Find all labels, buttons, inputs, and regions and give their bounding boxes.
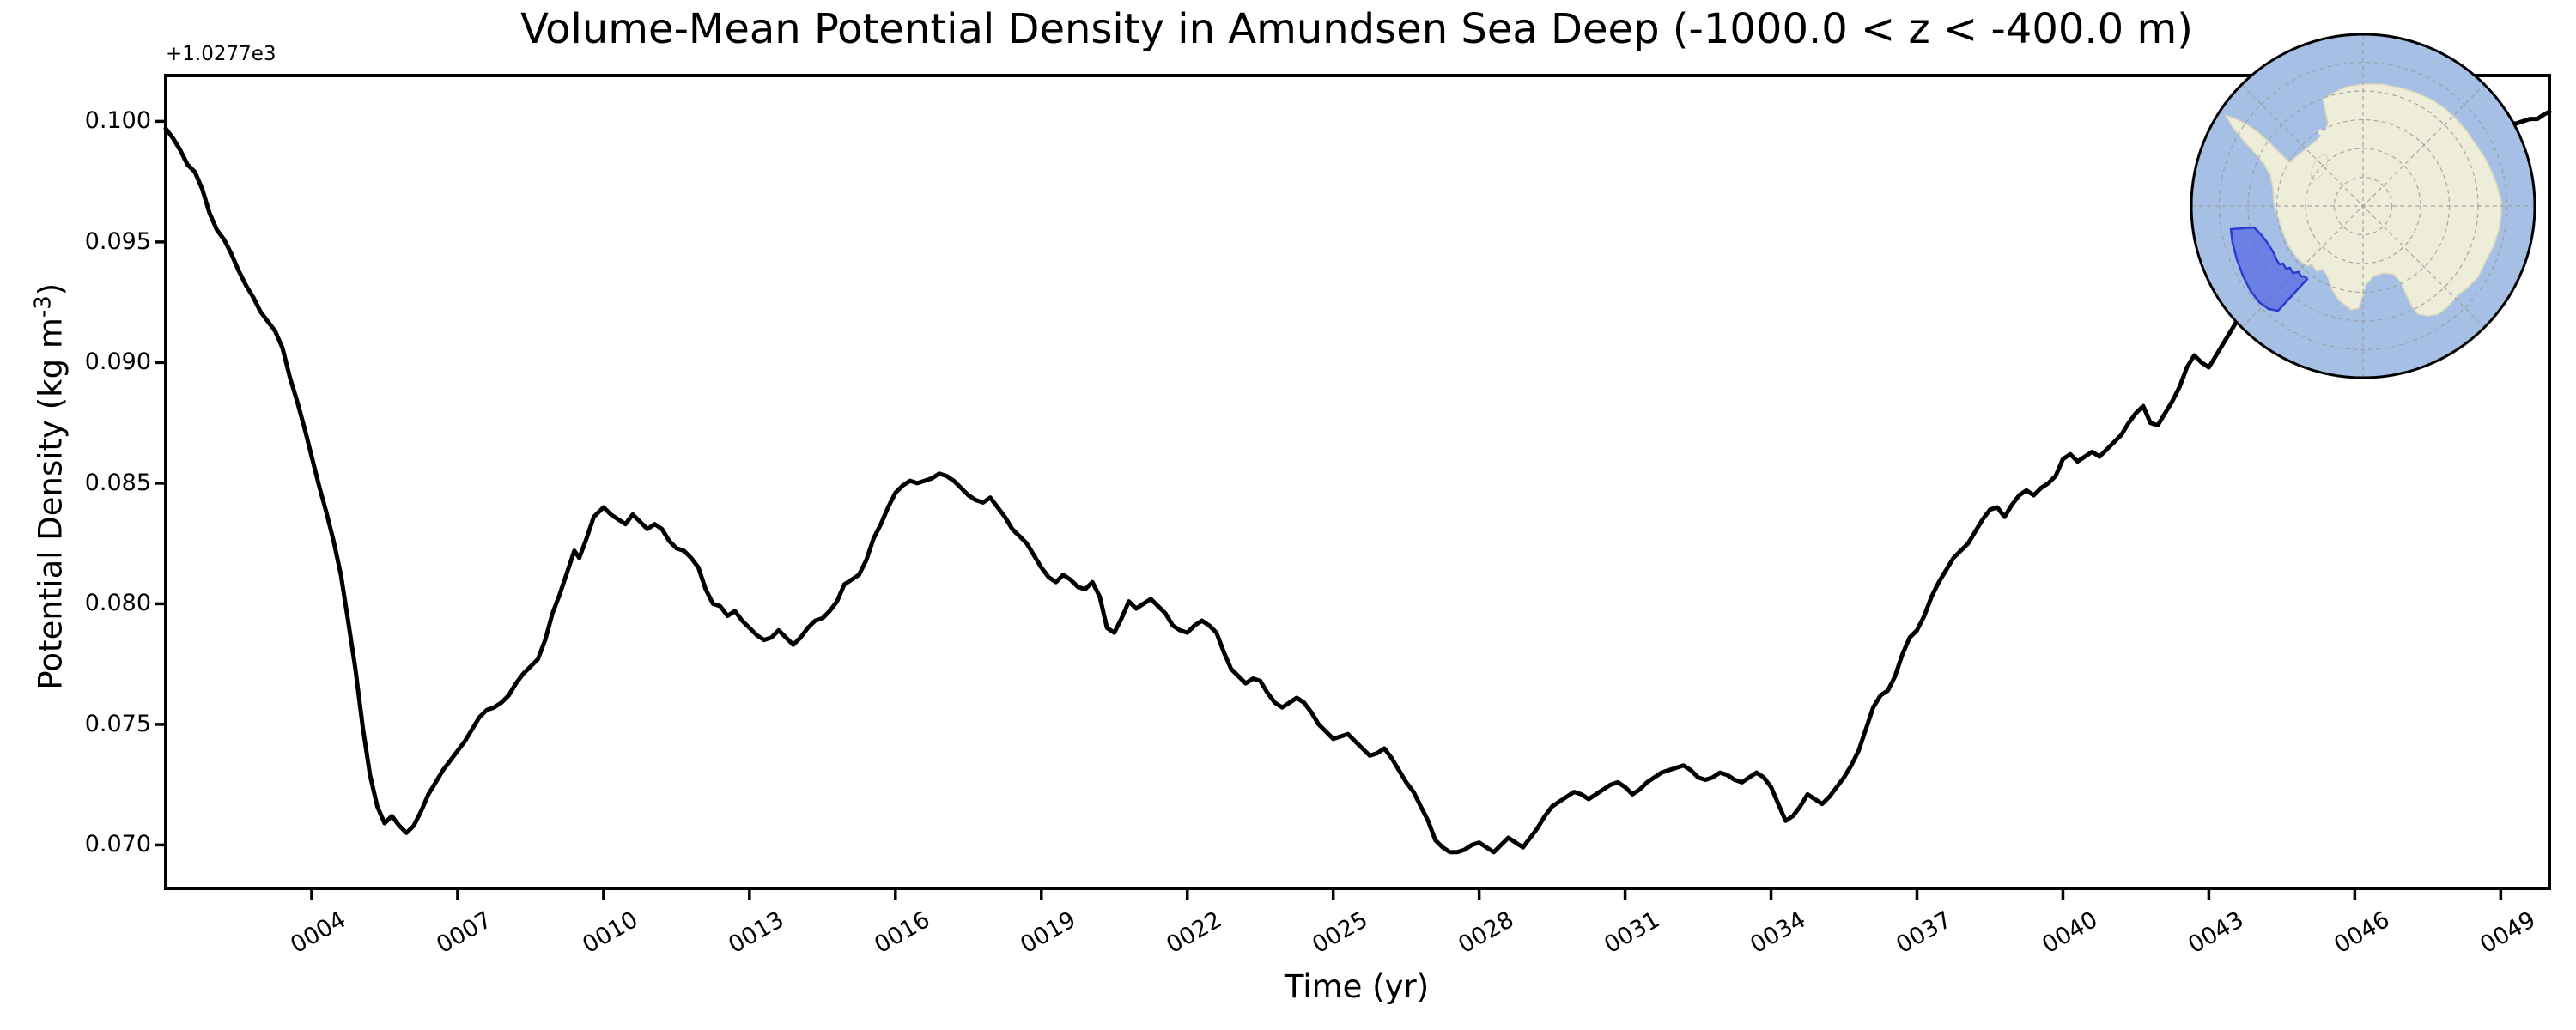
y-tick-label: 0.070 (84, 831, 151, 858)
y-axis-offset-text: +1.0277e3 (166, 43, 276, 65)
y-tick-label: 0.095 (84, 227, 151, 255)
amundsen-sea-highlight-region (2229, 226, 2309, 312)
graticule (2191, 34, 2535, 378)
tick-marks (155, 119, 2503, 900)
y-tick-label: 0.085 (84, 469, 151, 496)
y-tick-label: 0.100 (84, 107, 151, 135)
coastal-island (2318, 129, 2324, 136)
y-tick-label: 0.080 (84, 590, 151, 617)
axes-spines (164, 74, 2551, 890)
alexander-island (2310, 154, 2329, 181)
map-boundary-circle (2190, 33, 2536, 379)
coastal-island (2342, 262, 2351, 270)
density-time-series-line (163, 109, 2552, 855)
x-axis-label: Time (yr) (1284, 968, 1430, 1005)
y-tick-label: 0.075 (84, 710, 151, 737)
antarctica-inset-map (2190, 33, 2536, 379)
chart-title: Volume-Mean Potential Density in Amundse… (520, 5, 2193, 53)
y-tick-label: 0.090 (84, 348, 151, 376)
